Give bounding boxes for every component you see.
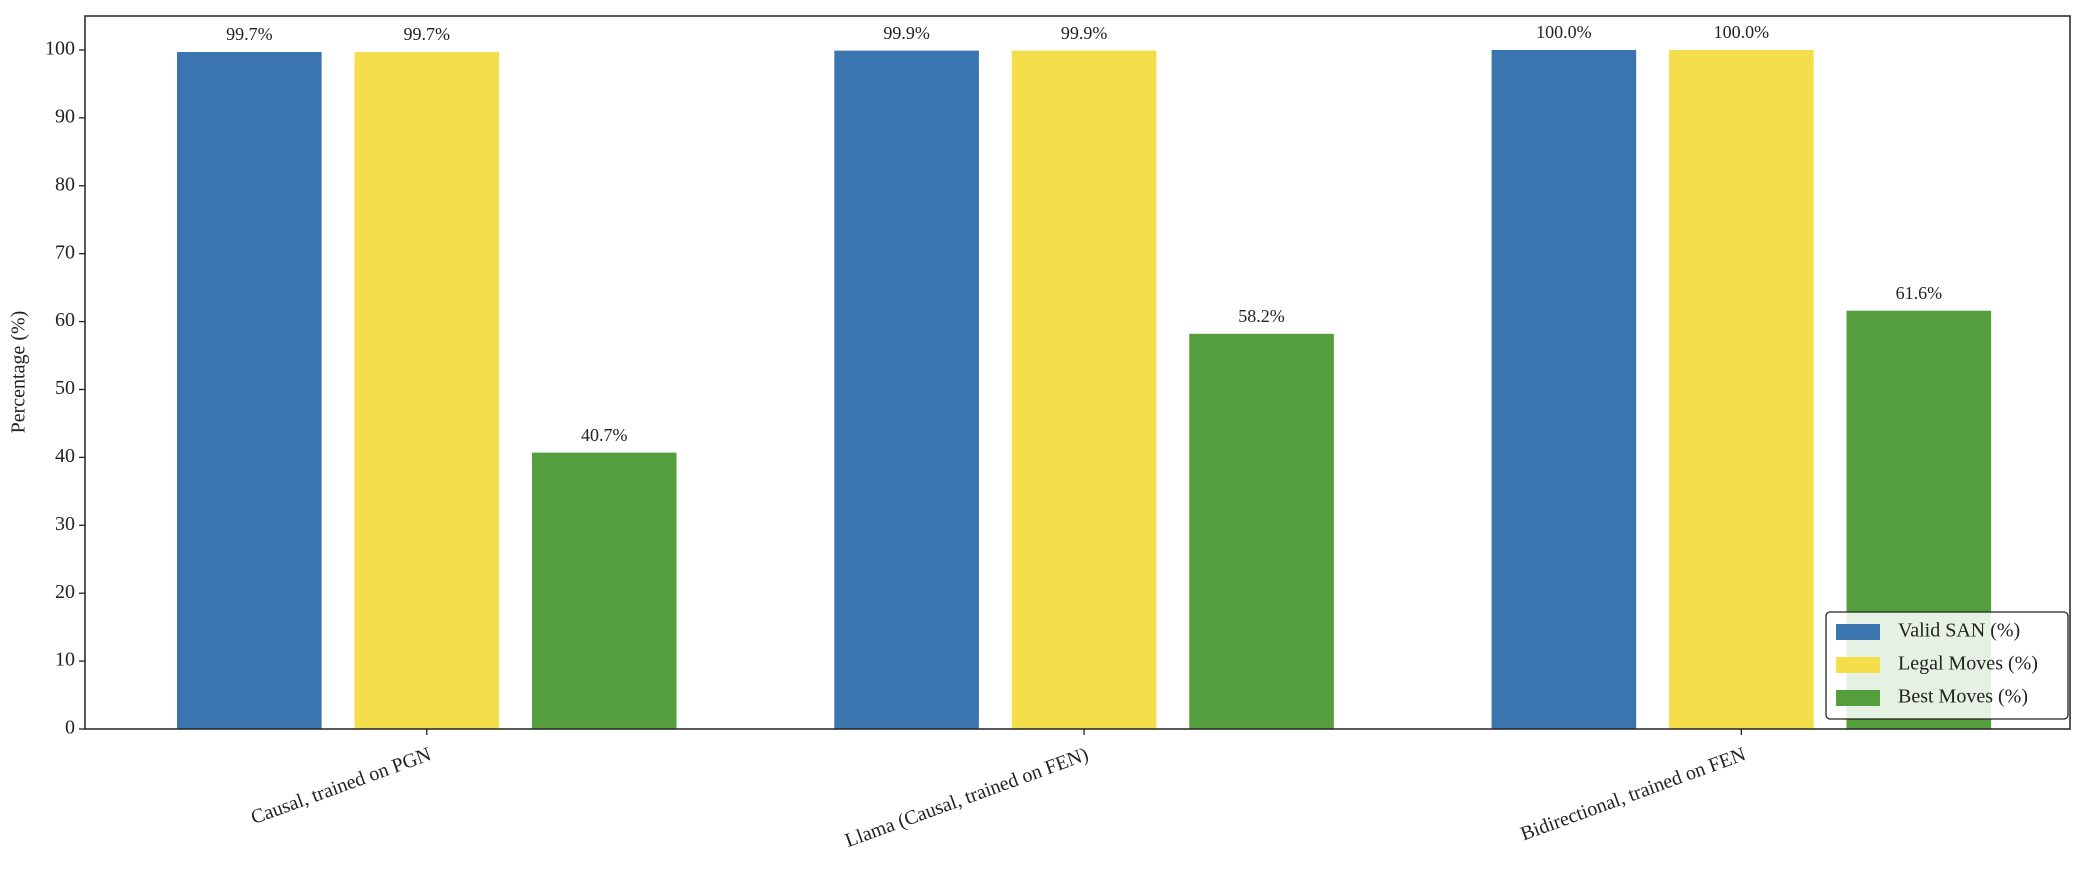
value-label: 99.9%	[883, 23, 930, 43]
legend-label: Legal Moves (%)	[1898, 653, 2038, 675]
value-label: 100.0%	[1536, 22, 1592, 42]
legend-label: Best Moves (%)	[1898, 686, 2028, 708]
bar	[177, 51, 322, 730]
y-tick-label: 20	[55, 581, 75, 603]
y-tick-label: 80	[55, 173, 75, 195]
bar	[354, 51, 500, 730]
legend-swatch	[1836, 624, 1880, 640]
value-label: 99.9%	[1061, 23, 1108, 43]
legend-frame	[1825, 611, 2069, 720]
y-tick-label: 10	[55, 649, 75, 671]
bar	[834, 50, 979, 730]
bar	[1189, 333, 1334, 729]
bar	[1669, 49, 1814, 729]
bar	[1011, 50, 1157, 730]
value-label: 100.0%	[1714, 22, 1770, 42]
y-tick-label: 50	[55, 377, 75, 399]
y-tick-label: 0	[65, 717, 75, 739]
y-tick-label: 90	[55, 105, 75, 127]
x-tick-label: Causal, trained on PGN	[248, 743, 434, 829]
value-label: 40.7%	[581, 425, 628, 445]
y-tick-label: 70	[55, 241, 75, 263]
legend-label: Valid SAN (%)	[1898, 620, 2020, 642]
x-tick-label: Bidirectional, trained on FEN	[1518, 743, 1749, 845]
value-label: 99.7%	[404, 24, 451, 44]
value-label: 58.2%	[1238, 306, 1285, 326]
value-label: 99.7%	[226, 24, 273, 44]
x-tick-label: Llama (Causal, trained on FEN)	[842, 743, 1091, 852]
y-tick-label: 100	[45, 38, 75, 60]
legend: Valid SAN (%) Legal Moves (%) Best Moves (…	[1825, 611, 2069, 720]
y-tick-label: 40	[55, 445, 75, 467]
plot-frame	[84, 15, 2071, 730]
bar	[1491, 49, 1637, 729]
bar	[531, 452, 677, 729]
value-label: 61.6%	[1896, 283, 1943, 303]
legend-swatch	[1836, 657, 1880, 673]
y-axis-label: Percentage (%)	[8, 311, 30, 434]
y-tick-label: 60	[55, 309, 75, 331]
legend-swatch	[1836, 690, 1880, 706]
y-tick-label: 30	[55, 513, 75, 535]
